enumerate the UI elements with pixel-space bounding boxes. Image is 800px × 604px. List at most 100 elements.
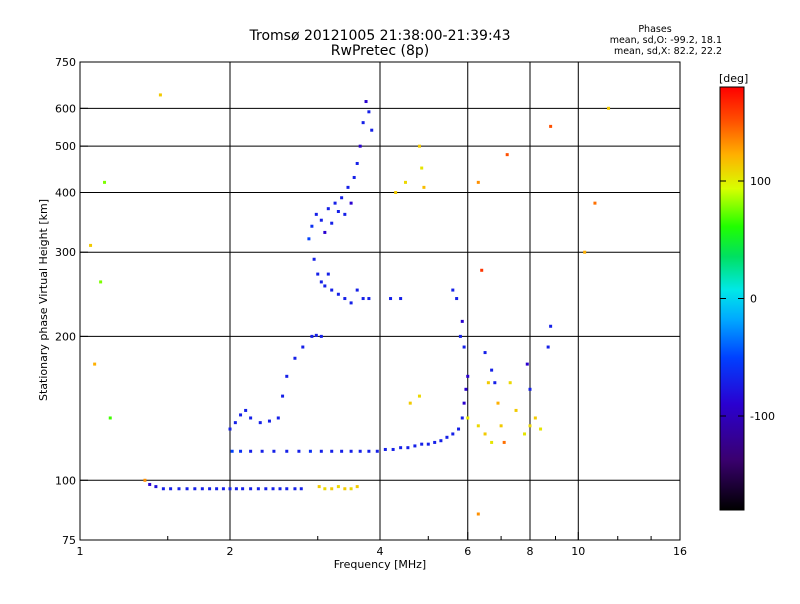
data-point: [403, 180, 407, 184]
data-point: [177, 487, 181, 491]
data-point: [445, 435, 449, 439]
data-point: [299, 487, 303, 491]
data-point: [523, 432, 527, 436]
y-tick-label: 500: [55, 140, 76, 153]
data-point: [285, 449, 289, 453]
data-point: [480, 268, 484, 272]
x-tick-label: 1: [77, 545, 84, 558]
data-point: [319, 449, 323, 453]
data-point: [161, 487, 165, 491]
data-point: [310, 224, 314, 228]
data-point: [426, 442, 430, 446]
chart-title: Tromsø 20121005 21:38:00-21:39:43: [249, 28, 511, 44]
data-point: [293, 356, 297, 360]
data-point: [383, 447, 387, 451]
data-point: [319, 280, 323, 284]
data-point: [293, 487, 297, 491]
data-point: [281, 394, 285, 398]
data-point: [417, 394, 421, 398]
data-point: [349, 449, 353, 453]
data-point: [330, 449, 334, 453]
data-point: [439, 439, 443, 443]
data-point: [417, 144, 421, 148]
data-point: [343, 212, 347, 216]
data-point: [103, 180, 107, 184]
data-point: [466, 374, 470, 378]
data-point: [476, 512, 480, 516]
colorbar-ticks: 100 0 -100: [720, 175, 775, 423]
data-point: [193, 487, 197, 491]
data-point: [271, 487, 275, 491]
data-point: [301, 345, 305, 349]
data-point: [483, 432, 487, 436]
data-point: [367, 449, 371, 453]
data-point: [483, 351, 487, 355]
data-point: [352, 175, 356, 179]
data-point: [358, 144, 362, 148]
x-tick-label: 6: [464, 545, 471, 558]
data-point: [420, 166, 424, 170]
grid-lines: [80, 62, 680, 540]
data-point: [349, 301, 353, 305]
data-point: [460, 319, 464, 323]
data-point: [458, 334, 462, 338]
data-point: [476, 424, 480, 428]
colorbar-tick-label: 100: [750, 175, 771, 188]
data-point: [499, 424, 503, 428]
data-point: [355, 161, 359, 165]
data-point: [260, 449, 264, 453]
data-point: [143, 478, 147, 482]
y-tick-label: 400: [55, 186, 76, 199]
data-point: [490, 440, 494, 444]
data-point: [394, 190, 398, 194]
data-point: [399, 297, 403, 301]
y-tick-label: 100: [55, 474, 76, 487]
data-point: [466, 416, 470, 420]
data-points: [89, 93, 611, 516]
data-point: [208, 487, 212, 491]
x-tick-label: 2: [227, 545, 234, 558]
data-point: [285, 487, 289, 491]
data-point: [525, 362, 529, 366]
data-point: [221, 487, 225, 491]
data-point: [278, 487, 282, 491]
data-point: [249, 416, 253, 420]
data-point: [413, 444, 417, 448]
data-point: [336, 292, 340, 296]
data-point: [264, 487, 268, 491]
data-point: [389, 297, 393, 301]
data-point: [256, 487, 260, 491]
data-point: [375, 449, 379, 453]
data-point: [314, 212, 318, 216]
data-point: [239, 449, 243, 453]
colorbar-label: [deg]: [719, 72, 748, 85]
data-point: [148, 482, 152, 486]
data-point: [99, 280, 103, 284]
data-point: [549, 324, 553, 328]
phases-x-stats: mean, sd,X: 82.2, 22.2: [614, 46, 722, 57]
data-point: [319, 218, 323, 222]
data-point: [549, 124, 553, 128]
data-point: [399, 446, 403, 450]
data-point: [508, 381, 512, 385]
data-point: [185, 487, 189, 491]
phases-o-stats: mean, sd,O: -99.2, 18.1: [610, 35, 722, 46]
data-point: [406, 446, 410, 450]
data-point: [462, 345, 466, 349]
data-point: [158, 93, 162, 97]
data-point: [346, 185, 350, 189]
data-point: [297, 449, 301, 453]
data-point: [462, 401, 466, 405]
data-point: [323, 487, 327, 491]
data-point: [451, 288, 455, 292]
data-point: [349, 487, 353, 491]
data-point: [343, 297, 347, 301]
x-axis-label: Frequency [MHz]: [334, 558, 426, 571]
data-point: [364, 100, 368, 104]
data-point: [234, 487, 238, 491]
data-point: [319, 334, 323, 338]
data-point: [241, 487, 245, 491]
y-tick-label: 75: [62, 534, 76, 547]
